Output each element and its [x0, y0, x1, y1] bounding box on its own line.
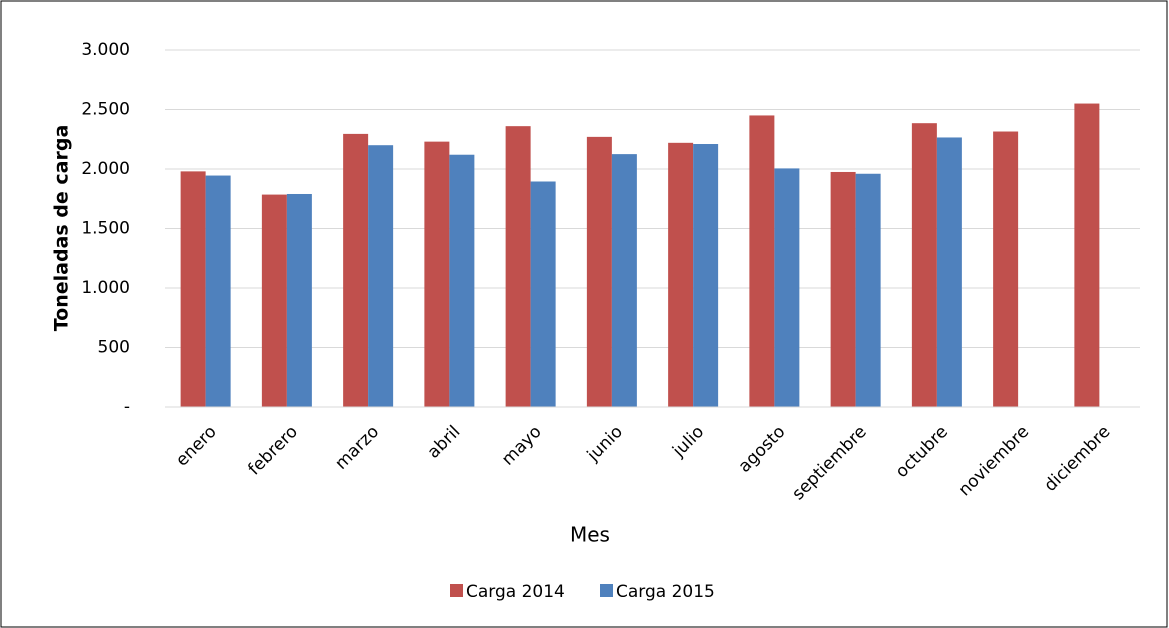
bar: [936, 137, 962, 407]
bar: [830, 171, 856, 407]
bar: [774, 168, 800, 407]
y-tick-label: 2.000: [81, 159, 130, 179]
bar: [911, 123, 937, 407]
bar: [205, 175, 231, 407]
bar: [261, 194, 287, 407]
y-tick-label: 1.000: [81, 278, 130, 298]
bar: [855, 173, 881, 407]
bar: [180, 171, 206, 407]
bar: [993, 131, 1019, 407]
bar: [749, 115, 775, 407]
bar: [693, 144, 719, 407]
bar: [286, 193, 312, 407]
y-tick-label: 2.500: [81, 100, 130, 120]
legend-swatch: [600, 584, 613, 597]
bar: [530, 181, 556, 407]
y-axis-label: Toneladas de carga: [51, 125, 73, 332]
bar: [611, 154, 637, 407]
bar: [668, 142, 694, 407]
y-tick-label: 1.500: [81, 219, 130, 239]
legend-label: Carga 2014: [466, 582, 565, 602]
bar: [368, 145, 394, 407]
x-axis-label: Mes: [570, 523, 610, 547]
bar: [424, 141, 450, 407]
bar: [449, 154, 475, 407]
legend-label: Carga 2015: [616, 582, 715, 602]
bar: [1074, 103, 1100, 408]
bar: [505, 126, 531, 407]
legend-swatch: [450, 584, 463, 597]
y-tick-label: 500: [98, 338, 130, 358]
bar: [586, 136, 612, 407]
y-tick-label: 3.000: [81, 40, 130, 60]
bar: [343, 133, 369, 407]
y-tick-label: -: [124, 397, 130, 417]
